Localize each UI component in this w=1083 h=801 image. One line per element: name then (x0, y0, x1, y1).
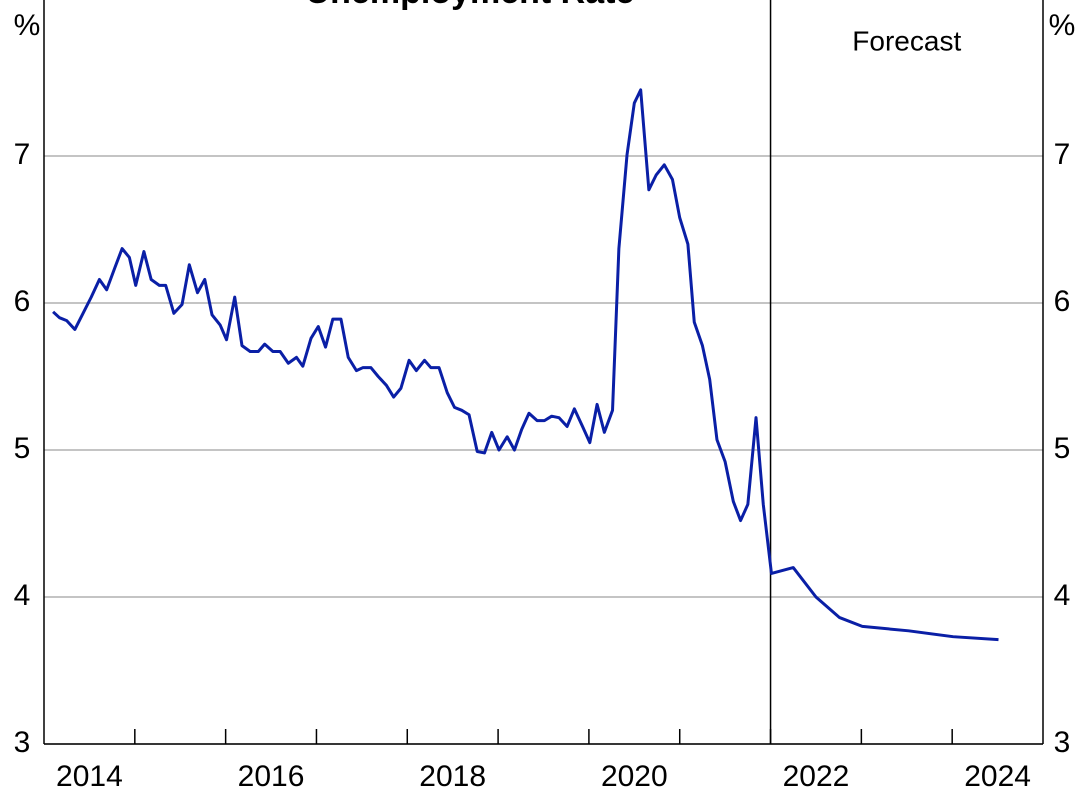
y2-tick-label: 5 (1054, 432, 1071, 465)
x-tick-label: 2014 (56, 760, 123, 793)
y2-tick-label: 7 (1054, 138, 1071, 171)
x-tick-label: 2016 (238, 760, 305, 793)
chart-title: Unemployment Rate (306, 0, 635, 11)
x-tick-label: 2022 (783, 760, 850, 793)
y-unit: % (14, 9, 41, 42)
y-tick-label: 3 (14, 726, 31, 759)
y-tick-label: 6 (14, 285, 31, 318)
line-series (52, 88, 999, 642)
y2-unit: % (1049, 9, 1076, 42)
x-tick-label: 2018 (419, 760, 486, 793)
y2-tick-label: 4 (1054, 579, 1071, 612)
y-tick-label: 7 (14, 138, 31, 171)
y2-tick-label: 6 (1054, 285, 1071, 318)
y-tick-label: 5 (14, 432, 31, 465)
x-tick-label: 2024 (964, 760, 1031, 793)
y-tick-label: 4 (14, 579, 31, 612)
y2-tick-label: 3 (1054, 726, 1071, 759)
x-tick-label: 2020 (601, 760, 668, 793)
annotation: Forecast (852, 25, 961, 56)
